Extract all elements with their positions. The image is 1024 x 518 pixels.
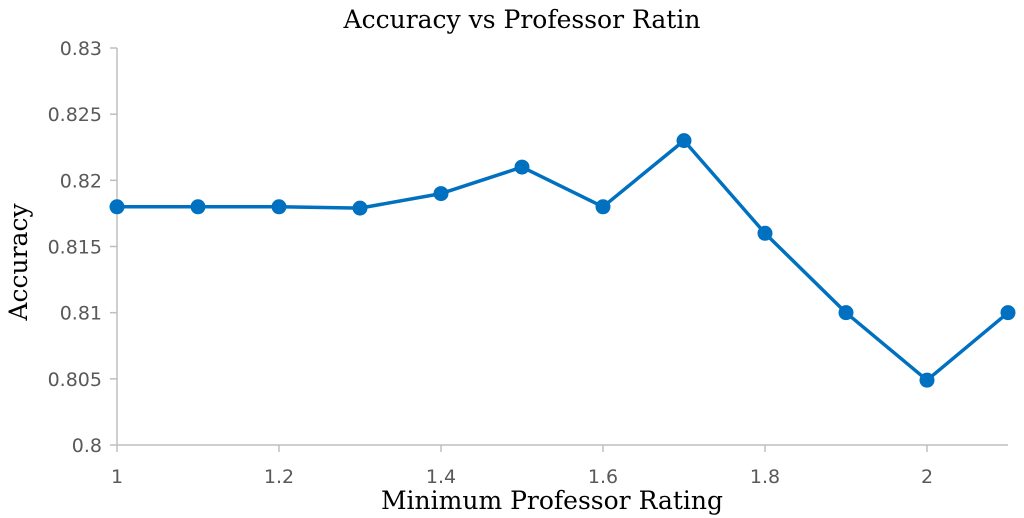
x-axis-title: Minimum Professor Rating bbox=[381, 486, 723, 515]
x-tick-label: 1.6 bbox=[588, 466, 618, 488]
y-tick-label: 0.81 bbox=[60, 303, 102, 325]
y-tick-label: 0.805 bbox=[48, 369, 102, 391]
data-point bbox=[190, 199, 206, 215]
series-line bbox=[115, 138, 1010, 382]
data-point bbox=[595, 199, 611, 215]
data-point bbox=[433, 186, 449, 202]
y-tick-label: 0.83 bbox=[60, 38, 102, 60]
x-tick-label: 1.2 bbox=[264, 466, 294, 488]
data-point bbox=[676, 133, 692, 149]
data-point bbox=[1000, 305, 1016, 321]
y-tick-label: 0.8 bbox=[72, 435, 102, 457]
y-tick-label: 0.825 bbox=[48, 104, 102, 126]
x-tick-label: 2 bbox=[921, 466, 933, 488]
x-tick-label: 1 bbox=[111, 466, 123, 488]
data-point bbox=[271, 199, 287, 215]
y-tick-label: 0.815 bbox=[48, 237, 102, 259]
y-axis-title: Accuracy bbox=[4, 203, 33, 322]
data-point bbox=[838, 305, 854, 321]
data-point bbox=[757, 225, 773, 241]
data-point bbox=[352, 200, 368, 216]
data-point bbox=[919, 372, 935, 388]
data-point bbox=[109, 199, 125, 215]
x-tick-label: 1.4 bbox=[426, 466, 456, 488]
x-tick-label: 1.8 bbox=[750, 466, 780, 488]
y-tick-label: 0.82 bbox=[60, 170, 102, 192]
chart-title: Accuracy vs Professor Ratin bbox=[343, 5, 701, 34]
data-point bbox=[514, 159, 530, 175]
